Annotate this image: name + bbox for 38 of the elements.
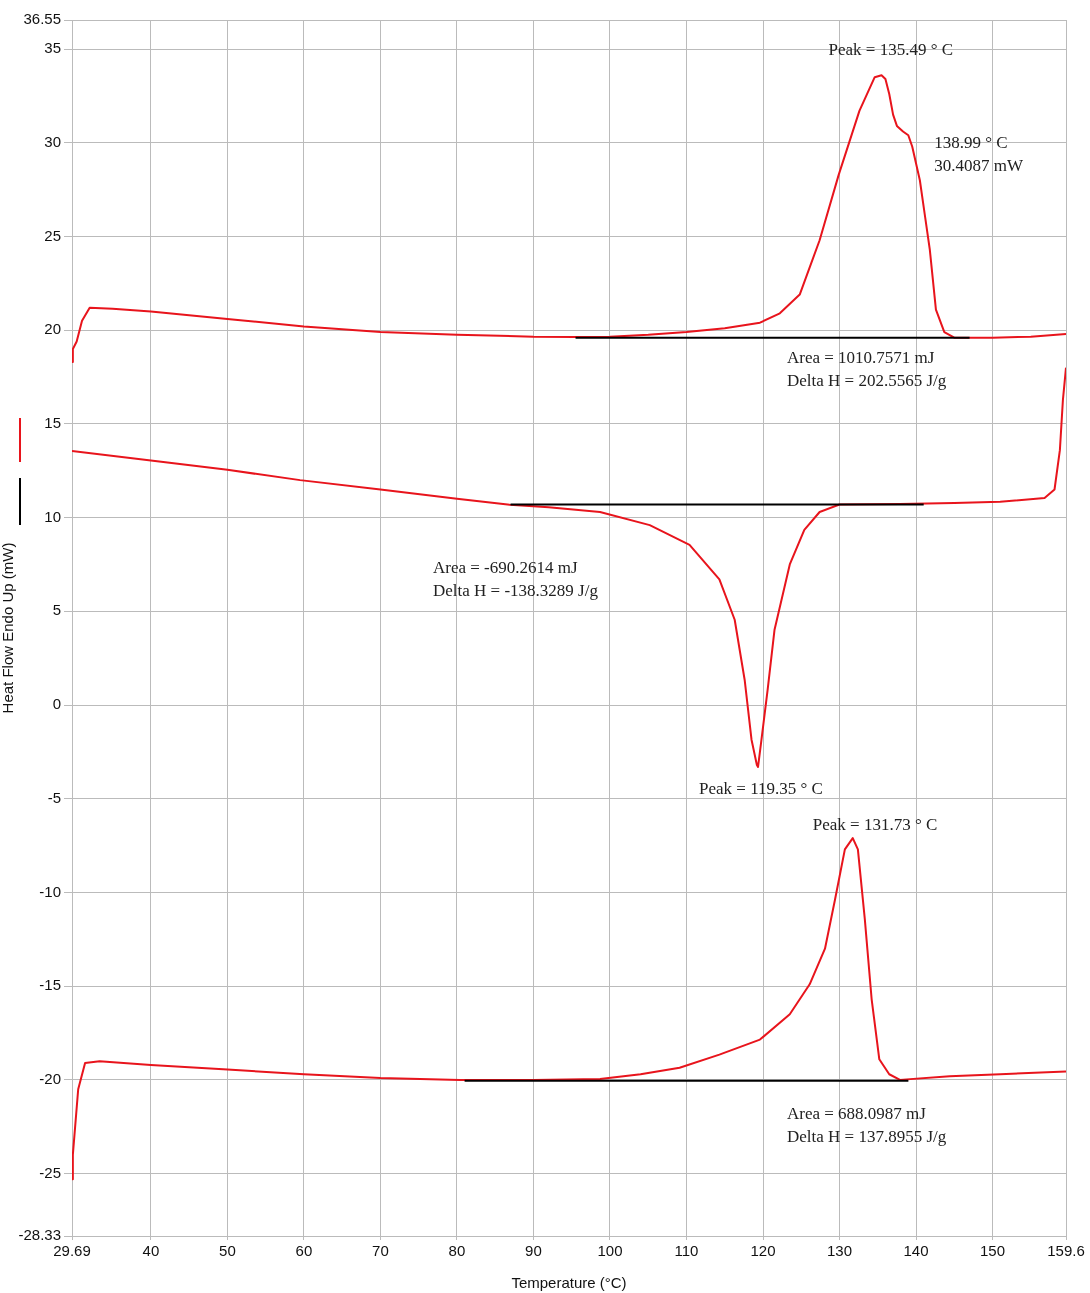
y-tick-label: 0 <box>52 695 61 713</box>
y-tick-label: -25 <box>39 1163 61 1181</box>
x-tick-label: 70 <box>372 1242 389 1260</box>
x-tick-label: 29.69 <box>53 1242 91 1260</box>
x-tick-label: 100 <box>597 1242 623 1260</box>
y-tick-label: 30 <box>44 132 61 150</box>
x-tick-label: 50 <box>219 1242 236 1260</box>
x-tick-label: 60 <box>295 1242 313 1260</box>
x-tick-label: 90 <box>525 1242 542 1260</box>
y-tick-label: -28.33 <box>18 1226 61 1244</box>
x-tick-label: 140 <box>903 1242 929 1260</box>
y-axis-title: Heat Flow Endo Up (mW) <box>0 542 17 714</box>
x-tick-label: 130 <box>827 1242 853 1260</box>
y-tick-label: -15 <box>39 976 61 994</box>
x-tick-label: 80 <box>448 1242 466 1260</box>
y-tick-label: 10 <box>44 507 61 525</box>
y-tick-label: -5 <box>47 788 61 806</box>
x-tick-label: 159.6 <box>1047 1242 1085 1260</box>
annotation: Area = 1010.7571 mJ Delta H = 202.5565 J/g <box>787 348 947 391</box>
x-tick-label: 40 <box>142 1242 160 1260</box>
y-tick-label: 15 <box>44 414 61 432</box>
annotation: Peak = 119.35 ° C <box>699 779 823 799</box>
x-tick-label: 150 <box>980 1242 1006 1260</box>
y-tick-label: -10 <box>39 882 61 900</box>
annotation: 138.99 ° C 30.4087 mW <box>934 132 1025 175</box>
annotation: Area = 688.0987 mJ Delta H = 137.8955 J/g <box>787 1104 947 1147</box>
x-tick-label: 110 <box>674 1242 699 1260</box>
y-tick-label: 35 <box>44 39 61 57</box>
y-tick-label: 36.55 <box>23 10 61 28</box>
y-tick-label: 20 <box>44 320 61 338</box>
x-tick-label: 120 <box>750 1242 776 1260</box>
annotation: Area = -690.2614 mJ Delta H = -138.3289 J/g <box>433 558 599 601</box>
annotation: Peak = 131.73 ° C <box>812 814 938 834</box>
x-axis-title: Temperature (°C) <box>511 1274 627 1292</box>
y-tick-label: 5 <box>52 601 61 619</box>
annotation: Peak = 135.49 ° C <box>828 39 954 59</box>
y-tick-label: 25 <box>44 226 61 244</box>
y-tick-label: -20 <box>39 1070 61 1088</box>
